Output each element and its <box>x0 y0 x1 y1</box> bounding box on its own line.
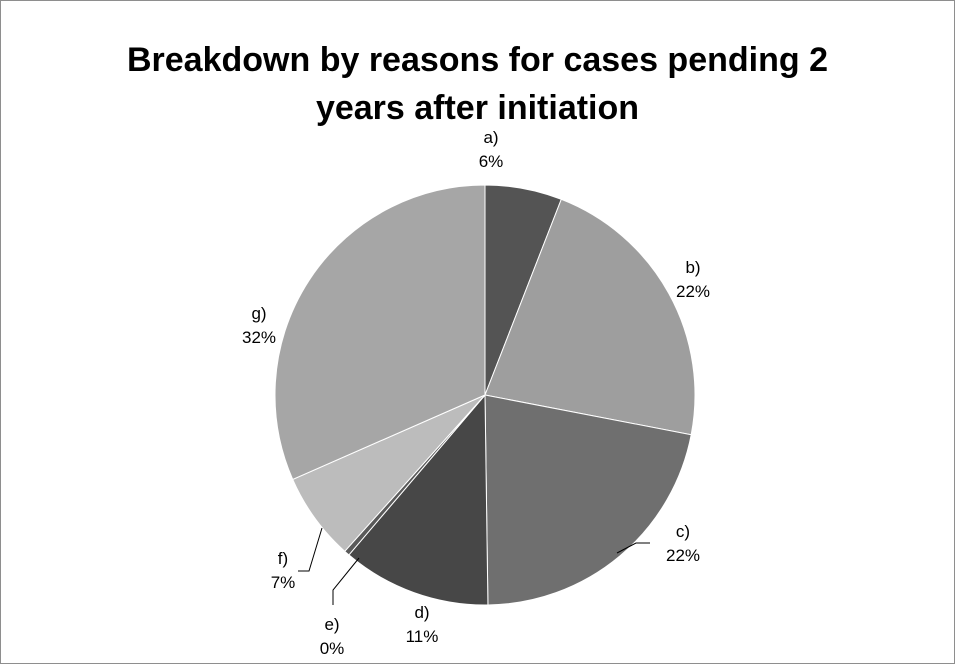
data-label-percent: 11% <box>406 627 439 646</box>
data-label-percent: 7% <box>271 573 296 592</box>
data-label-percent: 22% <box>666 546 700 565</box>
data-label-name: b) <box>685 258 700 277</box>
data-label-name: g) <box>251 304 266 323</box>
data-label-name: e) <box>324 615 339 634</box>
data-label-g: g) 32% <box>242 304 276 347</box>
data-label-percent: 32% <box>242 328 276 347</box>
pie-slice-c <box>484 394 692 606</box>
chart-title-line-1: Breakdown by reasons for cases pending 2 <box>126 41 828 79</box>
pie-slice-g <box>274 184 486 481</box>
data-label-c: c) 22% <box>666 522 700 565</box>
data-label-a: a) 6% <box>479 128 504 171</box>
data-label-percent: 22% <box>676 282 710 301</box>
data-label-name: f) <box>278 549 288 568</box>
data-label-percent: 6% <box>479 152 504 171</box>
data-label-d: d) 11% <box>406 603 439 646</box>
data-label-f: f) 7% <box>271 549 296 592</box>
chart-title: Breakdown by reasons for cases pending 2… <box>0 36 955 132</box>
data-label-name: d) <box>414 603 429 622</box>
leader-line-c <box>616 542 650 554</box>
chart-title-line-2: years after initiation <box>315 89 640 127</box>
data-label-e: e) 0% <box>320 615 345 658</box>
data-label-name: a) <box>483 128 498 147</box>
leader-line-f <box>298 527 323 572</box>
pie-slice-b <box>484 198 696 436</box>
leader-line-e <box>332 557 360 605</box>
data-label-percent: 0% <box>320 639 345 658</box>
data-label-name: c) <box>676 522 690 541</box>
data-label-b: b) 22% <box>676 258 710 301</box>
